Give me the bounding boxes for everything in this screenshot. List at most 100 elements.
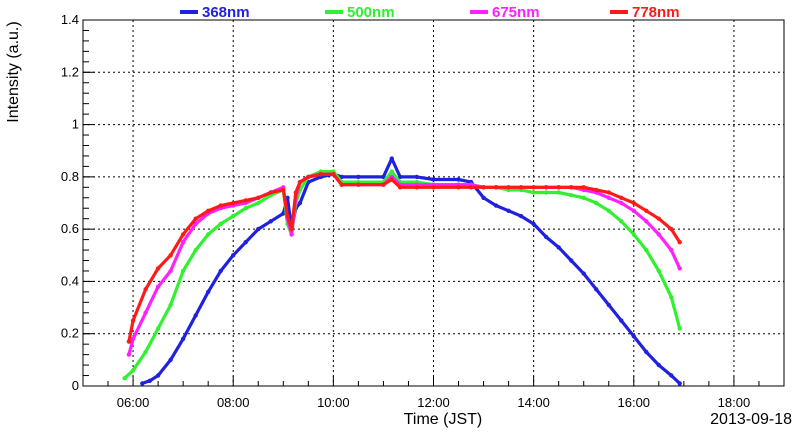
y-tick-label: 1: [72, 117, 79, 132]
data-point-500nm: [218, 221, 223, 227]
data-point-368nm: [206, 289, 211, 295]
data-point-778nm: [331, 172, 336, 177]
data-point-500nm: [155, 326, 161, 331]
data-point-778nm: [206, 208, 211, 213]
data-point-675nm: [619, 200, 624, 206]
data-point-778nm: [268, 190, 273, 195]
data-point-778nm: [581, 185, 586, 190]
data-point-368nm: [493, 203, 499, 208]
data-point-675nm: [631, 208, 636, 213]
legend-label-500nm: 500nm: [347, 4, 395, 21]
data-point-675nm: [143, 310, 148, 315]
data-point-368nm: [481, 195, 486, 200]
data-point-778nm: [556, 185, 561, 190]
data-point-500nm: [531, 190, 536, 195]
data-point-778nm: [293, 190, 298, 195]
data-point-778nm: [619, 195, 624, 200]
data-point-500nm: [669, 294, 674, 300]
series-group: [122, 156, 682, 386]
data-point-675nm: [180, 240, 186, 245]
y-tick-label: 1.2: [61, 64, 79, 79]
data-point-368nm: [669, 373, 674, 378]
data-point-675nm: [168, 268, 173, 274]
data-point-368nm: [147, 378, 152, 383]
data-point-778nm: [468, 185, 474, 190]
x-tick-label: 18:00: [718, 395, 751, 410]
x-tick-label: 16:00: [618, 395, 651, 410]
data-point-500nm: [594, 200, 599, 206]
y-tick-label: 0.4: [61, 273, 79, 288]
data-point-778nm: [631, 200, 636, 206]
data-point-500nm: [180, 268, 186, 274]
data-point-368nm: [456, 177, 461, 182]
data-point-500nm: [644, 247, 649, 253]
data-point-500nm: [619, 219, 624, 224]
data-point-778nm: [356, 182, 361, 187]
y-tick-label: 0.2: [61, 326, 79, 341]
y-tick-label: 0.8: [61, 169, 79, 184]
data-point-778nm: [318, 172, 323, 177]
data-point-500nm: [581, 195, 586, 200]
data-point-778nm: [218, 203, 223, 208]
data-point-675nm: [644, 219, 649, 224]
data-point-368nm: [619, 318, 624, 323]
data-point-368nm: [231, 253, 236, 258]
data-point-500nm: [256, 200, 261, 206]
data-point-778nm: [493, 185, 499, 190]
data-point-778nm: [130, 318, 136, 323]
x-tick-label: 10:00: [317, 395, 350, 410]
data-point-500nm: [569, 193, 574, 198]
data-point-778nm: [243, 198, 248, 203]
data-point-500nm: [677, 326, 682, 331]
axes: 06:00 08:00 10:00 12:00 14:00 16:00 18:00 0 0.2 0…: [61, 12, 760, 410]
data-point-368nm: [218, 268, 223, 274]
data-point-368nm: [155, 373, 161, 378]
data-point-778nm: [155, 266, 161, 271]
data-point-675nm: [155, 284, 161, 289]
data-point-368nm: [656, 362, 661, 368]
data-point-778nm: [381, 182, 386, 187]
legend-label-675nm: 675nm: [492, 4, 540, 21]
data-point-500nm: [193, 247, 198, 253]
data-point-368nm: [281, 211, 286, 216]
data-point-368nm: [180, 336, 186, 342]
data-point-368nm: [389, 156, 394, 161]
legend-label-778nm: 778nm: [632, 4, 680, 21]
data-point-778nm: [289, 226, 294, 232]
data-point-368nm: [631, 334, 636, 339]
data-point-368nm: [518, 213, 524, 219]
legend-label-368nm: 368nm: [202, 4, 250, 21]
data-point-675nm: [606, 195, 611, 200]
data-point-368nm: [381, 174, 386, 180]
data-point-368nm: [339, 174, 344, 180]
data-point-500nm: [656, 268, 661, 274]
data-point-675nm: [289, 232, 294, 237]
data-point-368nm: [581, 271, 586, 276]
data-point-368nm: [243, 240, 248, 245]
data-point-778nm: [231, 200, 236, 206]
data-point-675nm: [193, 221, 198, 227]
data-point-778nm: [431, 185, 436, 190]
data-point-778nm: [506, 185, 511, 190]
data-point-368nm: [193, 313, 198, 318]
data-point-778nm: [644, 208, 649, 213]
data-point-368nm: [544, 234, 549, 240]
data-point-368nm: [140, 381, 145, 386]
data-point-778nm: [339, 182, 344, 187]
data-point-500nm: [130, 368, 136, 373]
data-point-778nm: [518, 185, 524, 190]
data-point-778nm: [126, 339, 132, 344]
data-point-368nm: [677, 381, 682, 386]
data-point-778nm: [677, 240, 682, 245]
legend: 368nm 500nm 675nm 778nm: [180, 4, 680, 21]
data-point-500nm: [206, 232, 211, 237]
data-point-778nm: [306, 174, 311, 180]
x-tick-label: 08:00: [217, 395, 250, 410]
data-point-500nm: [168, 302, 173, 308]
data-point-368nm: [397, 174, 403, 180]
series-line-368nm: [141, 157, 681, 385]
data-point-500nm: [243, 206, 248, 211]
data-point-368nm: [414, 174, 419, 180]
y-tick-label: 0.6: [61, 221, 79, 236]
